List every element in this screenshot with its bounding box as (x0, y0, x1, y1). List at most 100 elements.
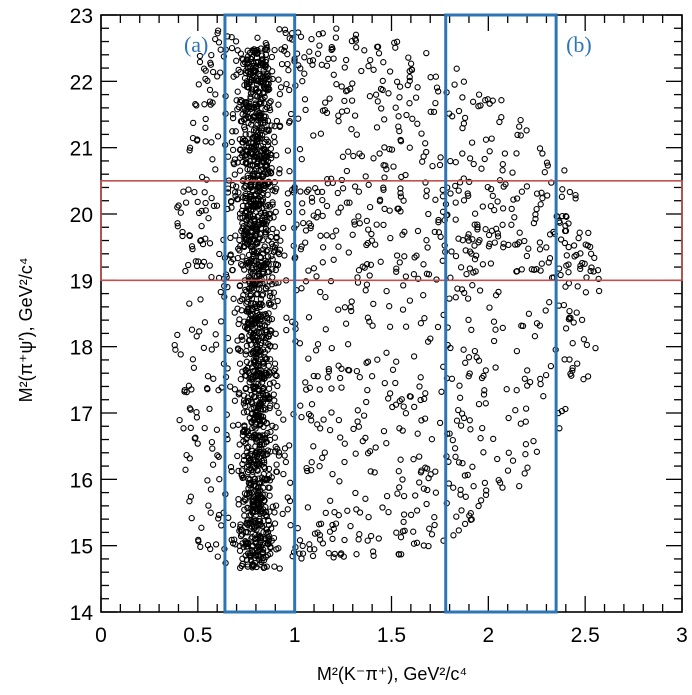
data-point (234, 47, 241, 54)
data-point (176, 416, 183, 424)
data-point (246, 166, 254, 173)
data-point (174, 220, 181, 227)
data-point (309, 552, 317, 560)
data-point (397, 185, 404, 192)
data-point (233, 57, 240, 64)
data-point (345, 366, 352, 374)
data-point (486, 240, 493, 247)
data-point (351, 183, 359, 190)
data-point (261, 119, 269, 126)
data-point (319, 30, 326, 37)
data-point (240, 292, 247, 299)
data-point (336, 374, 344, 382)
data-point (186, 144, 194, 151)
data-point (243, 520, 250, 527)
data-point (354, 407, 361, 414)
data-point (198, 262, 206, 269)
data-point (475, 357, 483, 364)
data-point (543, 244, 550, 251)
data-point (229, 266, 236, 274)
data-point (437, 154, 444, 161)
data-point (513, 268, 520, 275)
data-point (230, 295, 237, 302)
data-point (267, 98, 274, 105)
data-point (299, 200, 306, 207)
data-point (260, 406, 267, 413)
data-point (314, 209, 322, 216)
data-point (393, 78, 401, 85)
data-point (316, 536, 324, 543)
data-point (273, 546, 280, 553)
data-point (214, 133, 222, 140)
data-point (423, 237, 430, 244)
data-point (261, 405, 268, 412)
data-point (366, 93, 374, 100)
data-point (485, 231, 493, 239)
data-point (514, 241, 521, 248)
data-point (326, 95, 333, 102)
data-point (262, 356, 269, 363)
data-point (243, 160, 250, 168)
data-point (264, 80, 271, 87)
data-point (272, 330, 279, 337)
data-point (525, 310, 533, 317)
data-point (286, 168, 293, 175)
data-point (299, 542, 306, 550)
data-point (352, 37, 360, 44)
data-point (179, 228, 186, 236)
data-point (546, 255, 554, 262)
data-point (267, 327, 274, 334)
data-point (329, 535, 336, 543)
data-point (595, 287, 603, 295)
data-point (260, 510, 267, 517)
data-point (335, 243, 342, 250)
data-point (270, 391, 277, 398)
data-point (466, 417, 473, 424)
data-point (414, 430, 421, 437)
data-point (302, 379, 309, 386)
data-point (417, 396, 424, 404)
data-point (418, 130, 425, 137)
data-point (251, 73, 258, 81)
data-point (562, 325, 570, 332)
data-point (533, 190, 541, 197)
data-point (364, 537, 371, 544)
data-point (272, 371, 279, 379)
data-point (231, 536, 238, 543)
data-point (253, 240, 260, 247)
data-point (396, 94, 403, 101)
data-point (466, 265, 474, 272)
data-point (235, 467, 242, 475)
data-point (468, 139, 476, 146)
data-point (267, 151, 274, 159)
data-point (500, 244, 507, 251)
data-point (380, 427, 388, 435)
data-point (503, 386, 510, 393)
data-point (172, 346, 179, 353)
data-point (471, 256, 479, 263)
data-point (207, 486, 215, 493)
data-point (412, 492, 419, 499)
data-point (241, 318, 248, 325)
data-point (236, 564, 244, 572)
data-point (197, 296, 204, 303)
data-point (352, 450, 359, 457)
data-point (238, 296, 246, 303)
data-point (243, 556, 251, 563)
data-point (380, 162, 387, 169)
data-point (345, 249, 352, 256)
data-point (242, 99, 250, 106)
data-point (297, 33, 305, 40)
data-point (245, 398, 252, 405)
data-point (186, 147, 193, 154)
data-point (374, 98, 381, 105)
data-point (355, 536, 362, 543)
data-point (258, 127, 266, 134)
data-point (425, 210, 432, 218)
data-point (177, 351, 184, 358)
data-point (261, 46, 268, 53)
data-point (260, 220, 267, 227)
highlight-box-a (223, 13, 297, 614)
data-point (254, 248, 261, 255)
data-point (269, 266, 276, 273)
